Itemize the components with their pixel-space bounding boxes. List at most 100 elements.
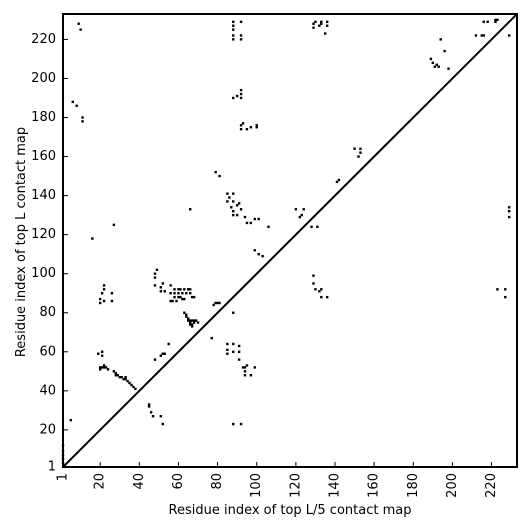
contact-point [183, 297, 186, 301]
contact-point [163, 290, 166, 293]
contact-point [324, 32, 327, 35]
contact-point [507, 206, 511, 209]
contact-point [153, 272, 157, 275]
contact-point [232, 20, 235, 24]
contact-point [480, 34, 483, 37]
contact-point [100, 354, 104, 357]
y-axis-label: Residue index of top L contact map [14, 127, 29, 357]
contact-point [159, 415, 163, 418]
contact-point [175, 299, 178, 303]
contact-point [232, 192, 235, 195]
contact-point [496, 18, 499, 22]
contact-point [239, 34, 243, 37]
contact-point [114, 372, 118, 375]
contact-point [318, 24, 321, 27]
x-tick-label: 60 [171, 473, 186, 490]
contact-point [183, 288, 186, 291]
x-axis-label: Residue index of top L/5 contact map [169, 503, 412, 518]
contact-point [235, 94, 239, 98]
contact-point [181, 292, 184, 295]
contact-point [504, 288, 507, 291]
contact-point [192, 319, 196, 322]
contact-point [443, 49, 446, 53]
contact-point [232, 96, 235, 100]
contact-point [112, 223, 116, 227]
y-tick-label: 40 [39, 383, 56, 398]
contact-point [179, 288, 182, 291]
contact-point [253, 366, 256, 369]
contact-point [239, 38, 243, 41]
contact-point [433, 65, 437, 68]
contact-point [161, 422, 164, 426]
contact-point [239, 422, 243, 426]
contact-point [300, 213, 303, 217]
y-tick-label: 20 [39, 422, 56, 437]
contact-point [210, 336, 213, 340]
contact-point [173, 295, 176, 299]
contact-point [126, 379, 129, 383]
contact-point [71, 100, 74, 104]
contact-point [177, 288, 180, 291]
y-tick-label: 200 [31, 71, 56, 86]
contact-point [181, 297, 184, 301]
contact-point [189, 288, 192, 291]
contact-point [102, 288, 106, 291]
contact-point [79, 28, 82, 31]
contact-point [232, 213, 235, 217]
contact-point [243, 370, 247, 373]
ticks-layer: 1 20 40 60 80 100 120 140 160 180 200 2201204060801… [31, 32, 499, 498]
x-tick-label: 1 [56, 473, 71, 481]
contact-point [325, 24, 329, 27]
contact-point [226, 200, 229, 203]
contact-point [177, 292, 180, 295]
contact-point [97, 352, 100, 355]
contact-point [318, 290, 321, 293]
contact-point [110, 299, 114, 303]
contact-point [187, 319, 190, 322]
contact-point [69, 418, 73, 422]
contact-point [298, 215, 301, 219]
contact-point [161, 352, 164, 355]
contact-point [230, 206, 233, 209]
contact-point [312, 274, 315, 277]
contact-point [159, 290, 163, 293]
contact-point [507, 215, 511, 219]
contact-point [163, 352, 166, 355]
contact-point [243, 374, 247, 377]
contact-point [312, 22, 315, 25]
contact-point [232, 342, 235, 346]
contact-point [241, 366, 245, 369]
y-tick-label: 120 [31, 227, 56, 242]
contact-point [237, 350, 241, 353]
contact-point [232, 311, 235, 314]
contact-point [237, 202, 241, 205]
y-tick-label: 220 [31, 32, 56, 47]
y-tick-label: 1 [48, 460, 56, 475]
contact-point [320, 288, 323, 291]
x-tick-label: 220 [484, 473, 499, 498]
contact-point [61, 444, 65, 447]
x-tick-label: 20 [93, 473, 108, 490]
contact-point [116, 374, 119, 377]
contact-point [100, 366, 104, 369]
contact-point [232, 210, 235, 213]
contact-point [106, 368, 110, 371]
contact-point [267, 225, 270, 229]
contact-point [189, 321, 192, 324]
contact-point [245, 221, 249, 225]
contact-point [302, 208, 305, 211]
contact-point [189, 208, 192, 211]
contact-point [173, 288, 176, 291]
contact-point [482, 34, 485, 37]
x-tick-label: 140 [328, 473, 343, 498]
contact-point [190, 323, 194, 326]
contact-point [447, 67, 450, 70]
contact-point [482, 20, 485, 24]
contact-point [91, 237, 94, 240]
contact-point [496, 288, 499, 291]
contact-point [237, 358, 241, 361]
contact-point [102, 364, 106, 367]
x-tick-label: 80 [210, 473, 225, 490]
contact-point [239, 20, 243, 24]
